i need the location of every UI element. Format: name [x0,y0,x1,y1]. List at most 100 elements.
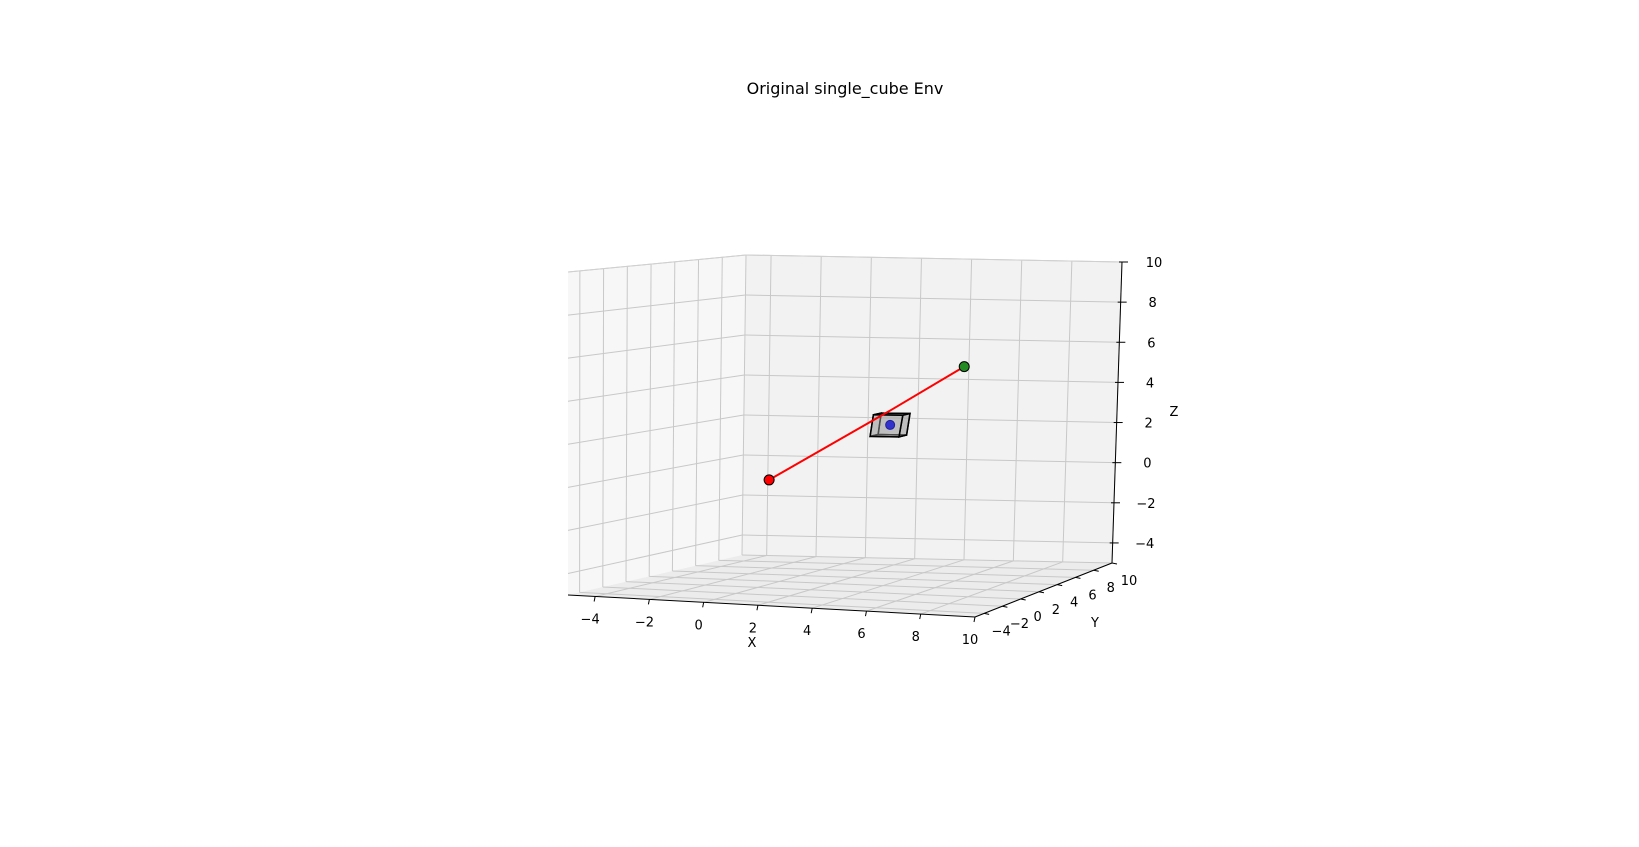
grid-line-x-back [864,257,872,558]
grid-line-z-back [742,534,1113,544]
grid-line-x-floor [866,560,1014,612]
x-tick-label: 0 [695,618,703,633]
y-tick-label: −4 [992,624,1011,639]
pane-edge-top [567,254,1123,273]
y-tick-label: 8 [1107,581,1115,596]
grid-line-y-floor [579,591,985,614]
grid-line-z-left [567,334,745,359]
grid-line-y-floor [602,586,1003,607]
grid-line-y-left [648,264,652,577]
grid-line-y-floor [718,559,1094,571]
x-tick-label: 2 [749,621,757,636]
grid-line-y-floor [649,575,1039,593]
grid-line-x-floor [812,559,965,609]
tick-marks [593,261,1128,623]
grid-line-y-left [718,257,723,561]
grid-line-y-left [695,259,700,566]
grid-line-z-left [567,294,746,316]
y-tick-mark [1002,605,1008,608]
y-axis-line [974,562,1113,618]
y-tick-label: 6 [1088,588,1096,603]
grid-line-y-left [741,254,747,556]
z-tick-label: 6 [1147,336,1155,351]
z-tick-label: −4 [1135,537,1154,552]
y-axis-label: Y [1090,616,1099,631]
grid-line-z-left [567,454,744,488]
back-pane [742,255,1122,563]
y-tick-mark [1111,562,1118,565]
grid-line-z-back [744,334,1120,343]
y-tick-mark [1093,569,1099,572]
path-line [768,365,965,481]
goal-point-marker [958,361,970,373]
start-point-marker [763,474,775,486]
x-tick-mark [864,611,867,617]
grid-line-x-back [1062,261,1073,562]
x-tick-label: 6 [857,627,865,642]
grid-line-x-back [914,258,922,559]
grid-line-z-back [744,374,1119,383]
grid-line-z-left [567,494,743,531]
x-tick-mark [647,599,650,605]
z-tick-label: 4 [1146,376,1154,391]
x-axis-line [567,594,976,618]
x-axis-label: X [748,636,757,651]
axis-lines [567,261,1123,618]
chart-title: Original single_cube Env [747,79,944,99]
grid-line-z-left [567,534,743,574]
y-tick-label: −2 [1010,617,1029,632]
grid-line-x-floor [920,561,1063,615]
x-tick-label: 8 [912,630,920,645]
y-tick-label: 0 [1034,610,1042,625]
grid-line-x-back [1012,260,1023,561]
y-tick-label: 2 [1052,603,1060,618]
y-tick-mark [1038,591,1045,594]
grid-line-x-back [815,256,822,557]
grid-line-z-back [743,454,1116,464]
grid-line-x-back [766,255,772,556]
grid-line-y-floor [695,565,1076,578]
grid-line-z-left [567,414,744,445]
grid-line-z-back [745,294,1121,303]
grid-line-y-floor [625,581,1021,600]
z-tick-label: 0 [1143,457,1151,472]
grid-line-x-floor [757,558,915,606]
z-tick-label: −2 [1136,497,1155,512]
z-axis-label: Z [1170,405,1179,420]
y-tick-mark [1020,598,1026,601]
z-tick-label: 2 [1145,417,1153,432]
x-tick-label: −4 [581,612,600,627]
x-tick-label: −2 [635,615,654,630]
z-tick-label: 10 [1146,256,1163,271]
x-tick-mark [756,605,759,611]
z-axis-line [1111,261,1123,564]
grid-line-x-back [963,259,973,560]
grid-line-z-left [567,374,745,402]
y-tick-label: 10 [1121,574,1138,589]
grid-line-x-floor [649,556,817,600]
y-tick-mark [984,612,990,615]
x-tick-mark [919,613,922,620]
left-pane [568,255,746,595]
cube-obstacle [869,412,911,438]
grid-line-y-left [602,268,605,588]
grid-line-z-back [743,414,1117,424]
grid-line-x-floor [703,557,866,603]
cube-center-marker [885,419,896,430]
y-tick-mark [1075,576,1081,579]
y-tick-label: 4 [1070,596,1078,611]
x-tick-mark [973,616,976,623]
x-tick-mark [810,608,813,614]
x-tick-mark [593,596,596,602]
grid-line-y-left [671,261,676,572]
grid-line-x-floor [595,555,767,597]
x-tick-label: 10 [962,633,979,648]
grid-line-y-left [625,266,628,582]
y-tick-mark [1057,584,1063,587]
x-tick-mark [702,602,705,608]
grid-line-y-floor [672,570,1058,586]
grid-line-y-floor [741,554,1113,564]
x-tick-label: 4 [803,624,811,639]
